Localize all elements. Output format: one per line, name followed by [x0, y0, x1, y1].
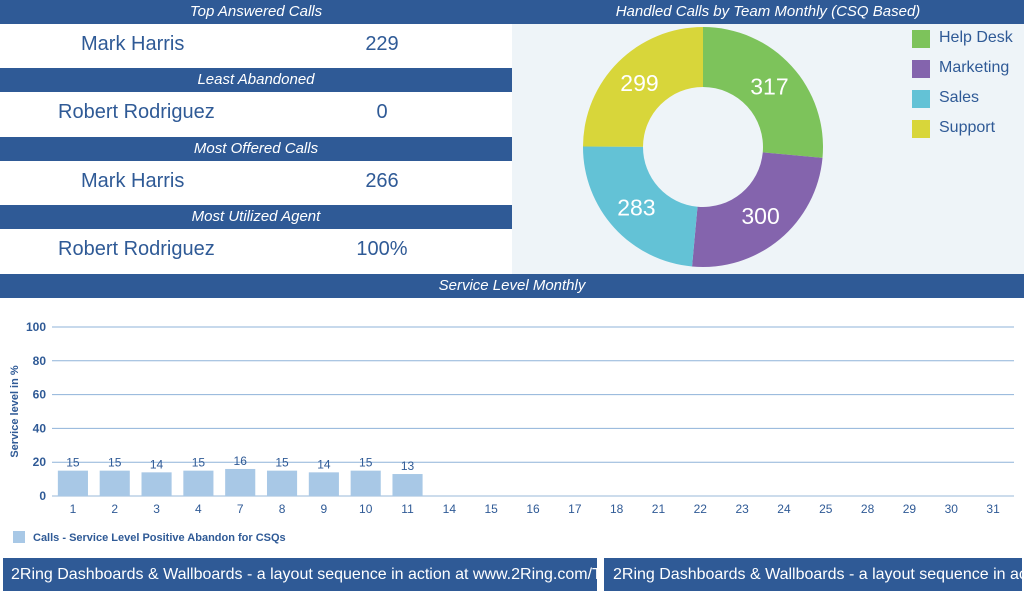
x-tick-label: 22 [694, 502, 708, 516]
stat-value: 266 [365, 170, 399, 192]
legend-label: Help Desk [939, 29, 1013, 46]
stat-value: 0 [376, 101, 388, 123]
legend-swatch [912, 90, 930, 108]
donut-slice-marketing [692, 152, 823, 267]
legend-swatch [13, 531, 25, 543]
legend-swatch [912, 60, 930, 78]
agent-name: Mark Harris [81, 33, 185, 55]
donut-slice-label: 299 [620, 70, 658, 96]
service-level-chart: 0 20 40 60 80 100 Service level in % 1 15 2 15 3 14 4… [9, 320, 1014, 544]
x-tick-label: 10 [359, 502, 373, 516]
bar [141, 472, 172, 496]
x-tick-label: 17 [568, 502, 582, 516]
stat-header-most-utilized: Most Utilized Agent [0, 205, 512, 229]
x-tick-label: 18 [610, 502, 624, 516]
x-tick-label: 25 [819, 502, 833, 516]
bar-value-label: 15 [192, 456, 206, 470]
y-tick-label: 100 [26, 320, 46, 334]
stat-header-least-abandoned: Least Abandoned [0, 68, 512, 92]
x-tick-label: 16 [526, 502, 540, 516]
stat-value: 100% [356, 238, 408, 260]
legend-label: Calls - Service Level Positive Abandon f… [33, 532, 286, 544]
x-tick-label: 28 [861, 502, 875, 516]
service-level-header: Service Level Monthly [0, 274, 1024, 298]
x-tick-label: 31 [986, 502, 1000, 516]
x-tick-label: 3 [153, 502, 160, 516]
x-tick-label: 21 [652, 502, 666, 516]
x-tick-label: 9 [321, 502, 328, 516]
x-tick-label: 4 [195, 502, 202, 516]
bar-value-label: 14 [317, 457, 331, 471]
x-tick-label: 15 [484, 502, 498, 516]
x-tick-label: 14 [443, 502, 457, 516]
donut-chart-header: Handled Calls by Team Monthly (CSQ Based… [512, 0, 1024, 24]
bar [266, 470, 298, 496]
donut-chart-panel: 317 300 283 299 [512, 24, 1024, 274]
bar [99, 470, 130, 496]
footer-banner-left: 2Ring Dashboards & Wallboards - a layout… [3, 558, 597, 591]
x-tick-label: 8 [279, 502, 286, 516]
legend-label: Marketing [939, 59, 1010, 76]
agent-name: Mark Harris [81, 170, 185, 192]
y-tick-label: 20 [33, 455, 47, 469]
y-tick-label: 60 [33, 388, 47, 402]
x-tick-label: 23 [735, 502, 749, 516]
bar-value-label: 15 [275, 456, 289, 470]
donut-slice-label: 317 [750, 73, 788, 99]
bar [225, 468, 256, 496]
agent-name: Robert Rodriguez [58, 238, 215, 260]
bar-value-label: 15 [108, 456, 122, 470]
bar-value-label: 15 [66, 456, 80, 470]
y-tick-label: 0 [39, 489, 46, 503]
donut-slice-sales [583, 146, 698, 267]
stat-row-least-abandoned: Robert Rodriguez 0 [0, 92, 512, 136]
footer-banner-right: 2Ring Dashboards & Wallboards - a layout… [604, 558, 1022, 591]
legend-swatch [912, 30, 930, 48]
agent-name: Robert Rodriguez [58, 101, 215, 123]
stat-row-most-offered: Mark Harris 266 [0, 161, 512, 205]
legend-swatch [912, 120, 930, 138]
bar-value-label: 14 [150, 457, 164, 471]
bar [350, 470, 381, 496]
x-tick-label: 11 [401, 502, 414, 516]
stat-header-top-answered: Top Answered Calls [0, 0, 512, 24]
stat-header-most-offered: Most Offered Calls [0, 137, 512, 161]
x-tick-label: 1 [70, 502, 77, 516]
y-tick-label: 40 [33, 421, 47, 435]
x-tick-label: 29 [903, 502, 917, 516]
stat-value: 229 [365, 33, 399, 55]
donut-slice-support [583, 27, 703, 147]
bar [392, 474, 423, 496]
x-tick-label: 2 [111, 502, 118, 516]
legend-label: Support [939, 119, 996, 136]
y-tick-label: 80 [33, 354, 47, 368]
donut-slice-help-desk [703, 27, 823, 158]
x-tick-label: 24 [777, 502, 791, 516]
x-tick-label: 7 [237, 502, 244, 516]
bar-value-label: 13 [401, 459, 415, 473]
bar [57, 470, 88, 496]
stat-row-top-answered: Mark Harris 229 [0, 24, 512, 68]
bar-value-label: 15 [359, 456, 373, 470]
donut-slice-label: 300 [741, 203, 779, 229]
bar [183, 470, 214, 496]
stat-row-most-utilized: Robert Rodriguez 100% [0, 229, 512, 273]
bar-value-label: 16 [234, 454, 248, 468]
donut-chart: 317 300 283 299 [583, 27, 823, 267]
x-tick-label: 30 [945, 502, 959, 516]
bar [308, 472, 339, 496]
donut-slice-label: 283 [617, 195, 655, 221]
legend-label: Sales [939, 89, 980, 106]
y-axis-label: Service level in % [9, 365, 21, 458]
